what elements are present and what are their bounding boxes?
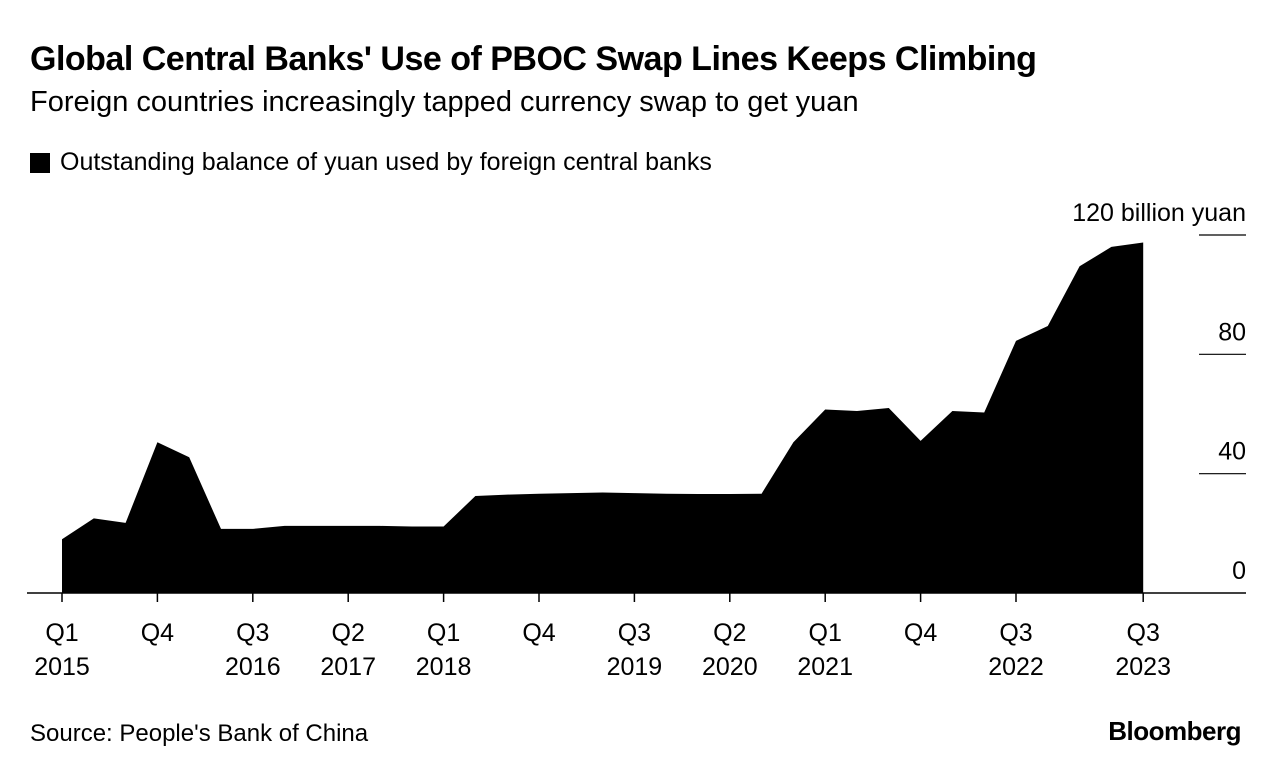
x-tick-label-quarter: Q1 [45, 619, 78, 647]
legend-swatch [30, 152, 50, 173]
source-note: Source: People's Bank of China [30, 720, 369, 747]
x-tick-label-year: 2017 [320, 653, 376, 681]
x-tick-label-quarter: Q4 [522, 619, 555, 647]
chart-legend: Outstanding balance of yuan used by fore… [30, 148, 712, 177]
x-tick-label-year: 2016 [225, 653, 281, 681]
bloomberg-logo: Bloomberg [1108, 716, 1241, 746]
y-tick-label: 0 [1232, 557, 1246, 585]
x-tick-label-quarter: Q2 [332, 619, 365, 647]
x-tick-label-quarter: Q1 [809, 619, 842, 647]
x-tick-label-year: 2019 [607, 653, 663, 681]
x-tick-label-quarter: Q4 [904, 619, 937, 647]
x-tick-label-quarter: Q3 [1127, 619, 1160, 647]
legend-label: Outstanding balance of yuan used by fore… [60, 148, 712, 176]
x-tick-label-year: 2015 [34, 653, 90, 681]
y-tick-label: 120 billion yuan [1072, 199, 1246, 227]
y-tick-label: 80 [1218, 318, 1246, 346]
x-tick-label-quarter: Q3 [236, 619, 269, 647]
x-tick-label-year: 2020 [702, 653, 758, 681]
y-tick-label: 40 [1218, 438, 1246, 466]
x-tick-label-quarter: Q4 [141, 619, 174, 647]
chart-subtitle: Foreign countries increasingly tapped cu… [30, 86, 859, 118]
x-tick-label-year: 2021 [797, 653, 853, 681]
series-area [62, 242, 1144, 593]
x-tick-label-quarter: Q3 [999, 619, 1032, 647]
x-tick-label-quarter: Q1 [427, 619, 460, 647]
x-tick-label-year: 2022 [988, 653, 1044, 681]
x-tick-label-quarter: Q2 [713, 619, 746, 647]
x-tick-label-year: 2018 [416, 653, 472, 681]
x-tick-label-year: 2023 [1115, 653, 1171, 681]
x-tick-label-quarter: Q3 [618, 619, 651, 647]
chart-title: Global Central Banks' Use of PBOC Swap L… [30, 40, 1037, 78]
